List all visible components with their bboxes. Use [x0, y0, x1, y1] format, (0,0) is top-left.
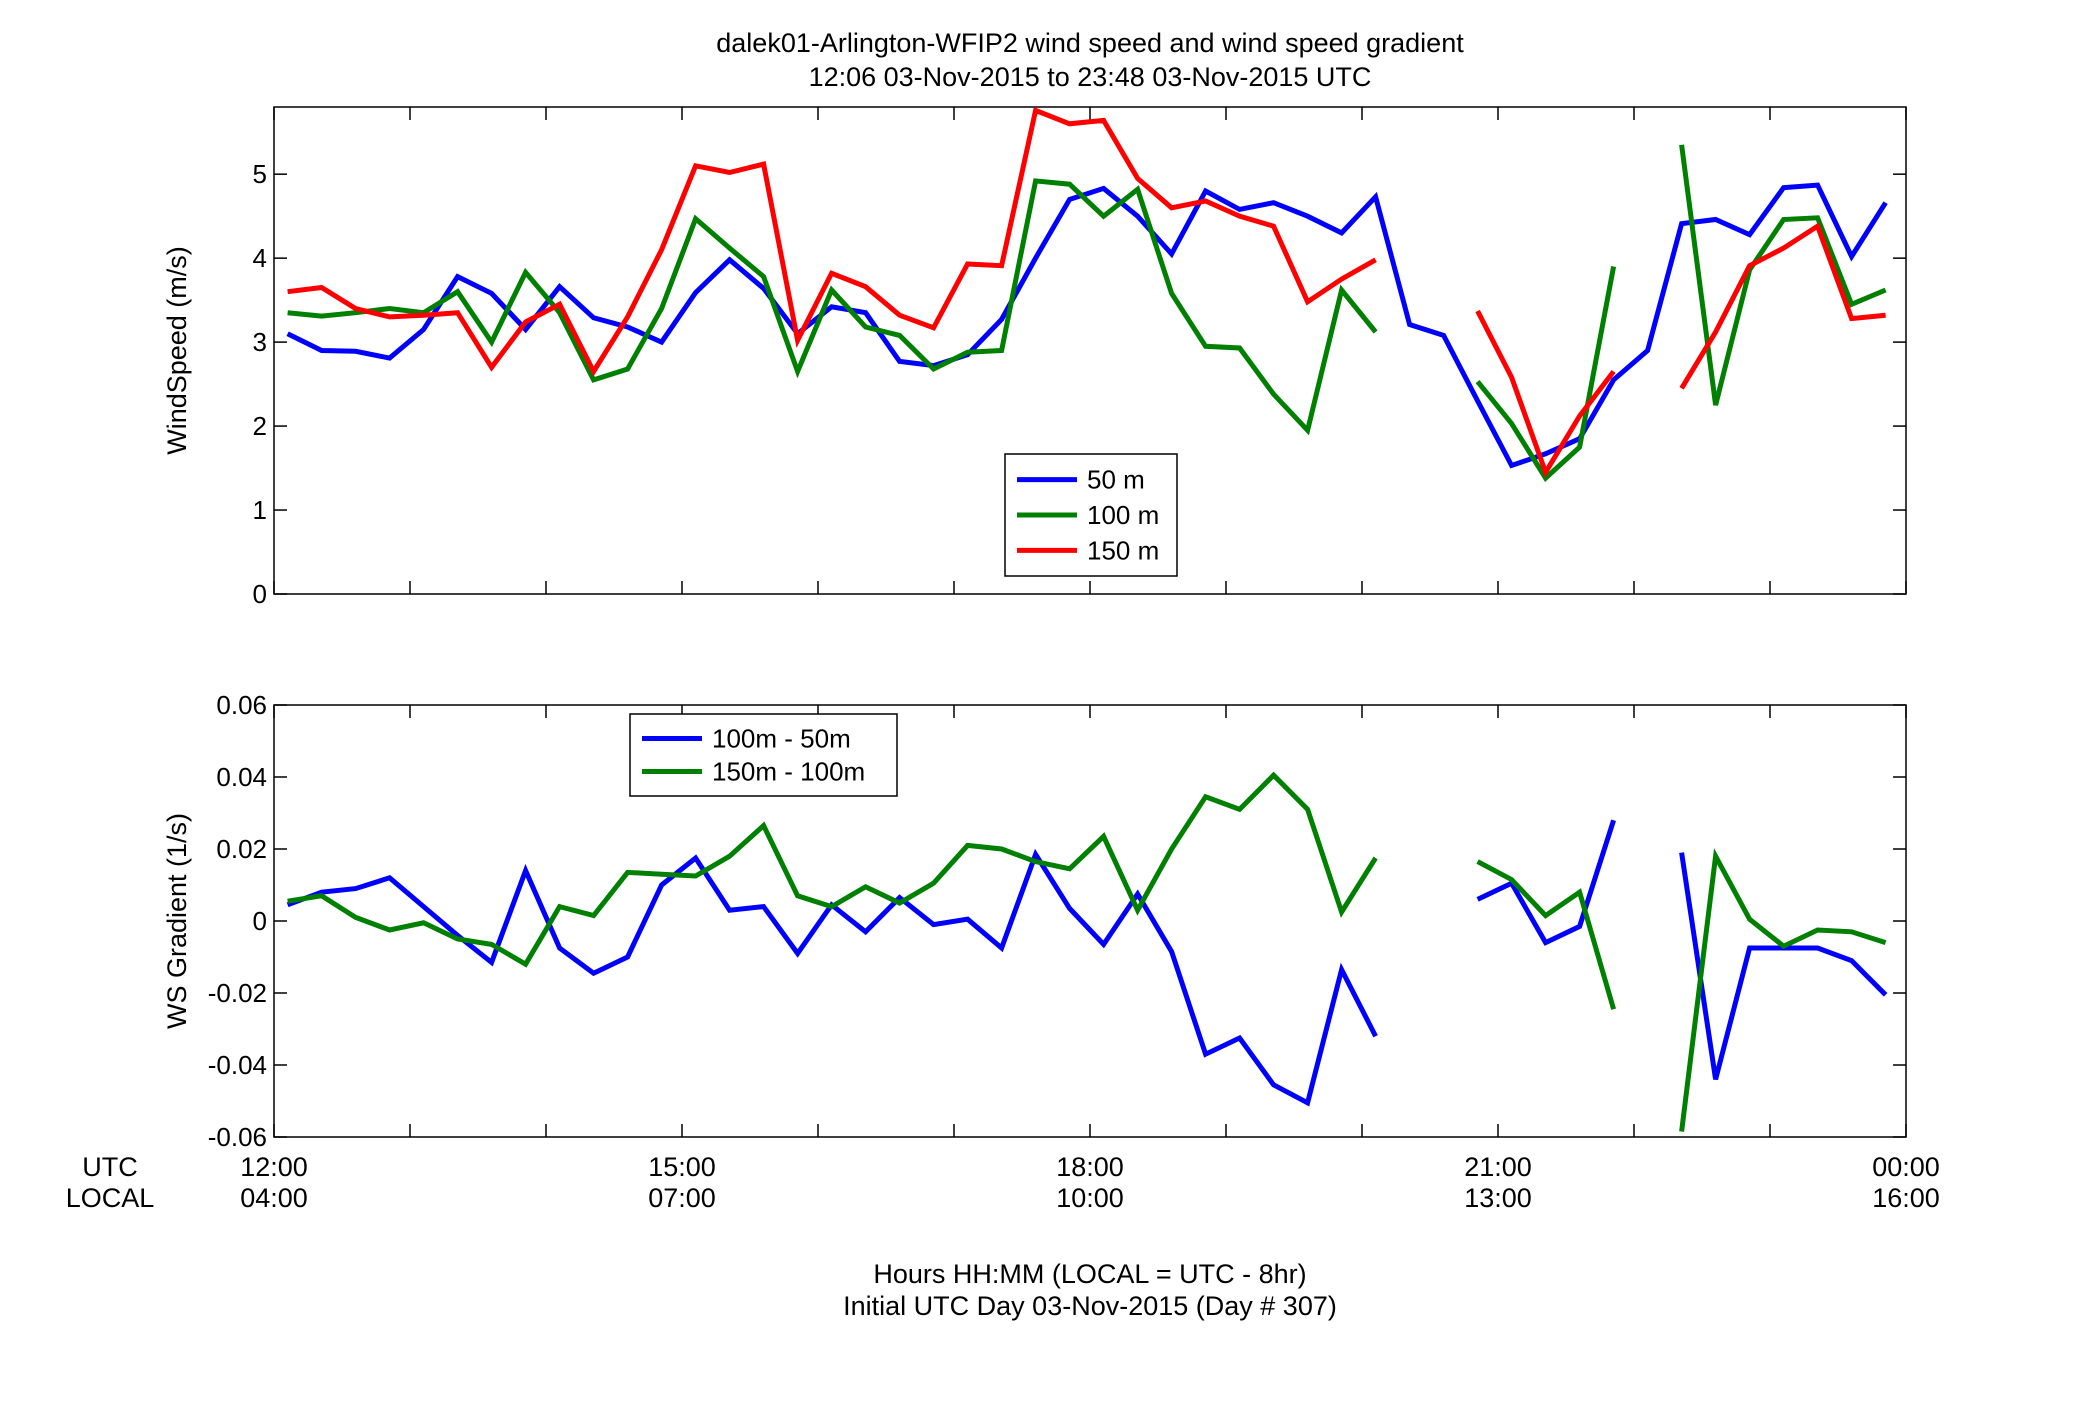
- series-line-segment: [287, 106, 1377, 377]
- series-100-m: [287, 144, 1887, 482]
- legend-entry-label: 100m - 50m: [712, 724, 851, 754]
- legend-box: [629, 713, 898, 797]
- series-150-m: [287, 106, 1886, 479]
- wind-speed-legend: 50 m 100 m 150 m: [1004, 453, 1178, 577]
- local-tick-label: 13:00: [1464, 1183, 1532, 1213]
- x-axis-title-line2: Initial UTC Day 03-Nov-2015 (Day # 307): [843, 1291, 1337, 1321]
- series-line-segment: [1679, 222, 1886, 390]
- y-axis-label: WS Gradient (1/s): [162, 813, 192, 1029]
- series-50-m: [286, 182, 1888, 469]
- local-row-label: LOCAL: [66, 1183, 155, 1213]
- y-tick-label: 0.04: [216, 762, 267, 792]
- series-line-segment: [286, 182, 1888, 469]
- series-line-segment: [1679, 848, 1887, 1132]
- utc-tick-label: 18:00: [1056, 1152, 1124, 1182]
- wind-speed-panel: 0 1 2 3 4 5 WindSpeed (m/s) 50 m 100 m 150 m: [162, 106, 1907, 609]
- y-tick-label: 5: [253, 159, 267, 189]
- utc-tick-label: 00:00: [1872, 1152, 1940, 1182]
- y-tick-label: 0.06: [216, 690, 267, 720]
- local-tick-label: 10:00: [1056, 1183, 1124, 1213]
- utc-tick-label: 15:00: [648, 1152, 716, 1182]
- y-tick-label: 2: [253, 411, 267, 441]
- series-line-segment: [287, 178, 1378, 436]
- series-line-segment: [1476, 819, 1616, 946]
- y-tick-label: 0: [253, 906, 267, 936]
- legend-entry-label: 150m - 100m: [712, 757, 865, 787]
- series-line-segment: [1476, 859, 1617, 1010]
- y-tick-label: 1: [253, 495, 267, 525]
- wind-gradient-panel: -0.06 -0.04 -0.02 0 0.02 0.04 0.06 WS Gradient …: [162, 690, 1907, 1152]
- figure-title-line1: dalek01-Arlington-WFIP2 wind speed and w…: [716, 28, 1464, 58]
- y-tick-label: -0.02: [208, 978, 267, 1008]
- legend-entry-label: 100 m: [1087, 500, 1159, 530]
- figure-title-line2: 12:06 03-Nov-2015 to 23:48 03-Nov-2015 U…: [809, 62, 1372, 92]
- y-axis-label: WindSpeed (m/s): [162, 246, 192, 455]
- utc-row-label: UTC: [82, 1152, 138, 1182]
- y-tick-label: 4: [253, 243, 267, 273]
- y-tick-label: 3: [253, 327, 267, 357]
- y-tick-label: 0: [253, 579, 267, 609]
- y-tick-label: -0.06: [208, 1122, 267, 1152]
- series-line-segment: [287, 771, 1378, 968]
- series-150m-100m: [287, 771, 1887, 1132]
- utc-tick-label: 21:00: [1464, 1152, 1532, 1182]
- series-line-segment: [1475, 309, 1616, 479]
- legend-entry-label: 150 m: [1087, 535, 1159, 565]
- legend-entry-label: 50 m: [1087, 465, 1145, 495]
- local-tick-label: 16:00: [1872, 1183, 1940, 1213]
- local-tick-label: 07:00: [648, 1183, 716, 1213]
- utc-tick-label: 12:00: [240, 1152, 308, 1182]
- series-line-segment: [1679, 144, 1887, 406]
- local-tick-label: 04:00: [240, 1183, 308, 1213]
- y-tick-label: -0.04: [208, 1050, 267, 1080]
- y-tick-label: 0.02: [216, 834, 267, 864]
- x-axis-title-line1: Hours HH:MM (LOCAL = UTC - 8hr): [873, 1259, 1306, 1289]
- series-line-segment: [1475, 266, 1617, 482]
